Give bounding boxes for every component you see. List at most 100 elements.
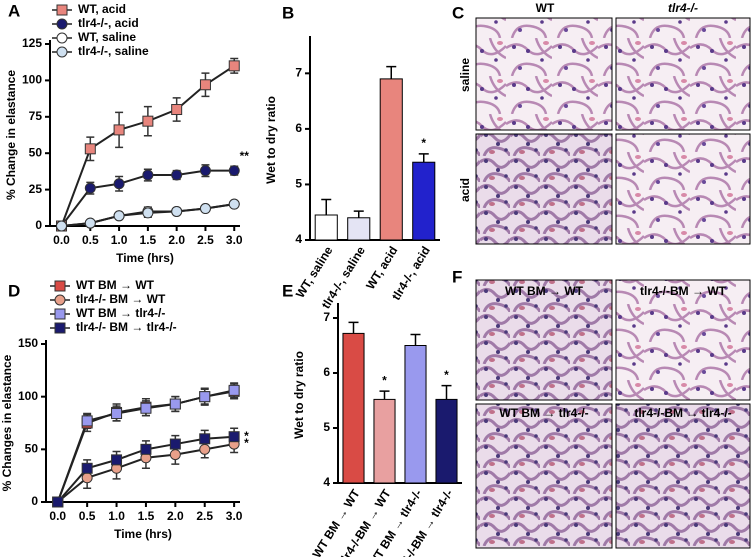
legend-label: WT BM → tlr4-/- (76, 306, 165, 320)
panel-label: C (452, 3, 464, 22)
annotation: * (382, 373, 387, 387)
error-bar (348, 321, 359, 334)
x-tick-label: 2.0 (168, 233, 185, 247)
legend-label: WT BM → WT (76, 278, 155, 292)
column-label: tlr4-/- (668, 1, 698, 15)
x-tick-label: 0.5 (82, 233, 99, 247)
marker (142, 169, 154, 181)
x-tick-label: 2.0 (167, 509, 184, 523)
image-f4 (615, 403, 751, 549)
image-f1 (475, 279, 613, 401)
x-tick-label: 0.5 (79, 509, 96, 523)
histology-panels: C WT tlr4-/- saline acid F WT BM → WT tl… (452, 1, 751, 549)
y-tick-label: 50 (29, 145, 43, 159)
y-tick-label: 6 (323, 365, 330, 379)
legend-marker (54, 308, 66, 320)
row-label: saline (458, 58, 472, 92)
marker (84, 143, 96, 155)
y-tick-label: 6 (295, 121, 302, 135)
marker (81, 415, 93, 427)
y-tick-label: 50 (25, 442, 39, 456)
y-tick-label: 0 (35, 218, 42, 232)
y-tick-label: 0 (31, 494, 38, 508)
image-caption: WT BM → tlr4-/- (499, 406, 588, 420)
marker (169, 449, 181, 461)
x-tick-label: 0.0 (53, 233, 70, 247)
marker (142, 207, 154, 219)
marker (171, 169, 183, 181)
y-tick-label: 4 (323, 475, 330, 489)
marker (140, 443, 152, 455)
y-tick-label: 5 (323, 420, 330, 434)
marker (199, 391, 211, 403)
image-tlr4-saline (615, 17, 751, 131)
x-tick-label: 3.0 (226, 509, 243, 523)
marker (113, 124, 125, 136)
marker (171, 205, 183, 217)
annotation: ** (240, 149, 250, 163)
bar (435, 398, 458, 484)
marker (111, 408, 123, 420)
error-bar (410, 333, 421, 346)
bar (314, 214, 338, 241)
marker (84, 217, 96, 229)
legend-label: tlr4-/- BM → WT (76, 292, 166, 306)
x-tick-label: 3.0 (226, 233, 243, 247)
image-tlr4-acid (615, 133, 751, 245)
marker (142, 115, 154, 127)
panel-label: B (282, 3, 294, 22)
marker (169, 398, 181, 410)
panel-label: F (452, 267, 462, 286)
legend-marker (56, 4, 68, 16)
bar (412, 161, 436, 241)
marker (113, 178, 125, 190)
y-tick-label: 25 (29, 182, 43, 196)
marker (228, 165, 240, 177)
x-axis-title: Time (hrs) (116, 251, 174, 265)
legend-marker (56, 46, 68, 58)
error-bar (353, 210, 364, 218)
annotation: * (244, 429, 249, 443)
image-caption: WT BM → WT (505, 284, 584, 298)
marker (228, 60, 240, 72)
error-bar (379, 390, 390, 400)
legend-label: WT, acid (78, 2, 126, 16)
y-tick-label: 75 (29, 109, 43, 123)
error-bar (418, 153, 429, 163)
error-bar (386, 65, 397, 79)
marker (81, 462, 93, 474)
marker (111, 454, 123, 466)
image-caption: tlr4-/-BM → WT (640, 284, 727, 298)
y-tick-label: 7 (295, 66, 302, 80)
x-axis-title: Time (hrs) (114, 527, 172, 541)
y-tick-label: 4 (295, 232, 302, 246)
legend-marker (54, 280, 66, 292)
image-f3 (475, 403, 613, 549)
y-tick-label: 100 (22, 73, 42, 87)
x-tick-label: 0.0 (49, 509, 66, 523)
marker (199, 433, 211, 445)
x-tick-label: 1.5 (138, 509, 155, 523)
error-bar (441, 384, 452, 400)
x-tick-label: 2.5 (197, 233, 214, 247)
y-tick-label: 7 (323, 310, 330, 324)
y-axis-title: Wet to dry ratio (264, 96, 278, 184)
marker (199, 165, 211, 177)
annotation: * (244, 436, 249, 450)
marker (169, 438, 181, 450)
y-tick-label: 125 (22, 36, 42, 50)
image-wt-acid (475, 133, 613, 245)
legend-marker (54, 322, 66, 334)
marker (199, 443, 211, 455)
marker (81, 472, 93, 484)
marker (228, 384, 240, 396)
column-label: WT (536, 1, 555, 15)
marker (52, 496, 64, 508)
legend-marker (56, 32, 68, 44)
y-axis-title: % Changes in elastance (0, 354, 14, 491)
bar (373, 398, 396, 484)
panel-label: E (282, 281, 293, 300)
panel-label: A (8, 1, 20, 20)
marker (56, 220, 68, 232)
